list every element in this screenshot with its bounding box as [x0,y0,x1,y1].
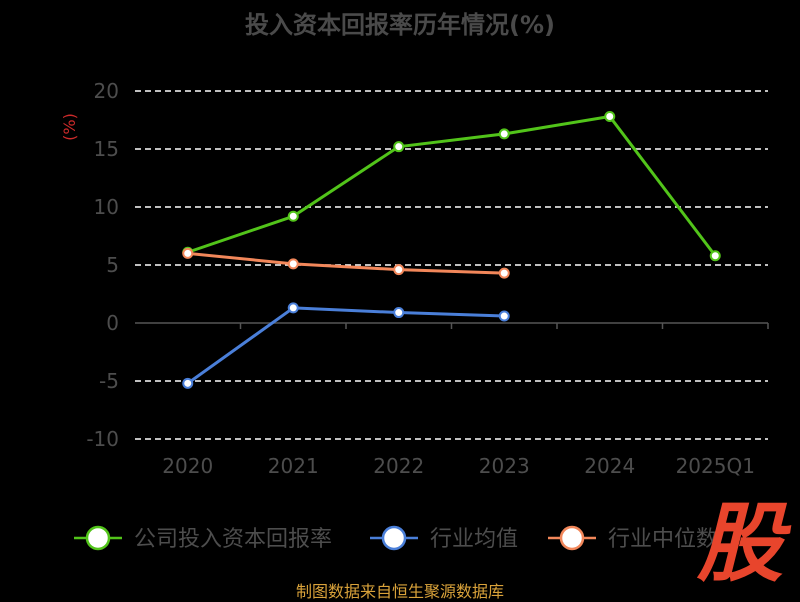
legend-label: 行业中位数 [608,527,718,552]
data-point [498,310,510,322]
data-point [393,141,405,153]
data-point [182,247,194,259]
y-tick-label: 5 [106,253,119,277]
x-tick-label: 2025Q1 [676,454,755,478]
legend-marker [559,525,585,551]
y-axis-ticks: 20 15 10 5 0 -5 -10 [86,79,119,451]
series-line-1 [186,306,505,385]
data-source-footer: 制图数据来自恒生聚源数据库 [295,582,504,601]
data-point [393,307,405,319]
y-axis-unit-label: (%) [60,113,79,141]
x-tick-label: 2024 [584,454,635,478]
y-tick-label: -5 [99,369,119,393]
y-tick-label: 10 [94,195,119,219]
data-point [287,258,299,270]
series-line-0 [187,115,717,257]
series-lines [182,111,721,389]
legend-label: 行业均值 [430,527,518,552]
brand-logo: 股 [697,494,783,594]
y-tick-label: 15 [94,137,119,161]
data-point [498,267,510,279]
x-tick-label: 2023 [479,454,530,478]
x-axis: 2020 2021 2022 2023 2024 2025Q1 [162,323,769,478]
data-point [287,302,299,314]
grid-lines [135,90,768,440]
data-point [393,264,405,276]
y-tick-label: -10 [86,427,119,451]
data-point [498,128,510,140]
legend-marker [381,525,407,551]
data-point [709,250,721,262]
data-point [182,377,194,389]
series-line-2 [187,251,505,275]
legend-marker [85,525,111,551]
data-point [604,111,616,123]
x-tick-label: 2022 [373,454,424,478]
x-tick-label: 2021 [268,454,319,478]
y-tick-label: 0 [106,311,119,335]
legend-label: 公司投入资本回报率 [134,527,332,552]
x-tick-label: 2020 [162,454,213,478]
data-point [287,210,299,222]
y-tick-label: 20 [94,79,119,103]
chart-legend: 公司投入资本回报率 行业均值 行业中位数 [74,525,718,552]
chart-title: 投入资本回报率历年情况(%) [245,11,555,39]
